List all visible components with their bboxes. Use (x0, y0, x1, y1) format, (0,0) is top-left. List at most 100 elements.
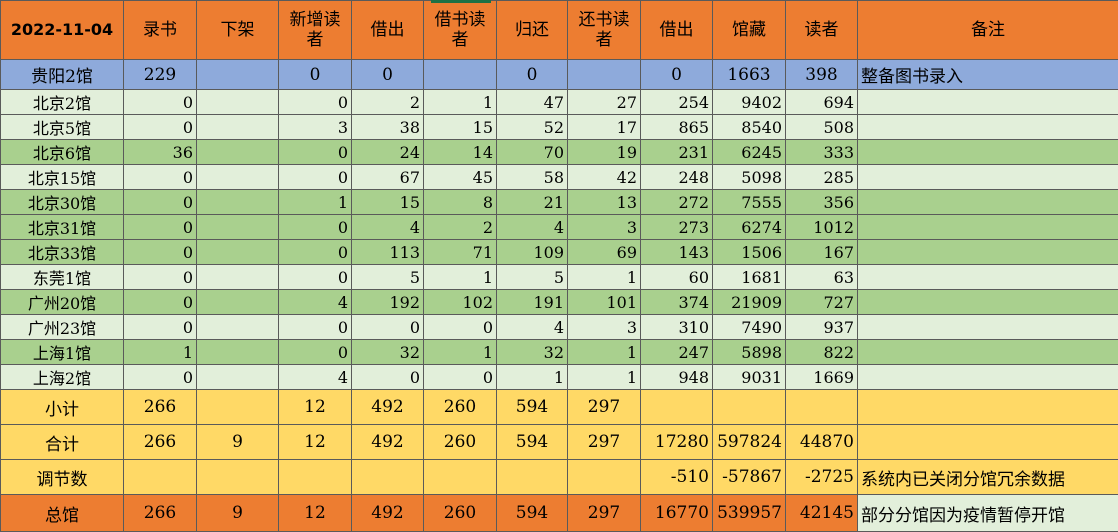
value-cell[interactable]: 44870 (786, 425, 858, 460)
value-cell[interactable]: 539957 (713, 495, 786, 532)
value-cell[interactable]: -510 (641, 460, 713, 495)
value-cell[interactable]: -2725 (786, 460, 858, 495)
value-cell[interactable]: 492 (352, 425, 424, 460)
branch-name-cell[interactable]: 东莞1馆 (1, 265, 124, 290)
value-cell[interactable]: 192 (352, 290, 424, 315)
value-cell[interactable]: 266 (124, 425, 197, 460)
value-cell[interactable]: 69 (568, 240, 641, 265)
value-cell[interactable]: 109 (497, 240, 568, 265)
value-cell[interactable]: 102 (424, 290, 497, 315)
value-cell[interactable]: 1 (568, 340, 641, 365)
value-cell[interactable] (352, 460, 424, 495)
branch-name-cell[interactable]: 广州20馆 (1, 290, 124, 315)
value-cell[interactable] (197, 460, 279, 495)
note-cell[interactable] (858, 165, 1118, 190)
note-cell[interactable] (858, 425, 1118, 460)
value-cell[interactable]: 273 (641, 215, 713, 240)
value-cell[interactable]: 492 (352, 495, 424, 532)
value-cell[interactable]: 310 (641, 315, 713, 340)
value-cell[interactable]: 1 (568, 365, 641, 390)
value-cell[interactable]: 398 (786, 60, 858, 90)
branch-name-cell[interactable]: 上海2馆 (1, 365, 124, 390)
value-cell[interactable]: 1681 (713, 265, 786, 290)
value-cell[interactable]: 32 (497, 340, 568, 365)
value-cell[interactable]: 36 (124, 140, 197, 165)
value-cell[interactable]: 0 (352, 315, 424, 340)
value-cell[interactable]: 0 (279, 165, 352, 190)
value-cell[interactable]: 13 (568, 190, 641, 215)
value-cell[interactable] (124, 460, 197, 495)
value-cell[interactable] (197, 140, 279, 165)
value-cell[interactable]: 32 (352, 340, 424, 365)
header-cell[interactable]: 下架 (197, 1, 279, 60)
value-cell[interactable]: 247 (641, 340, 713, 365)
note-cell[interactable] (858, 115, 1118, 140)
value-cell[interactable]: 45 (424, 165, 497, 190)
value-cell[interactable]: 231 (641, 140, 713, 165)
value-cell[interactable]: 297 (568, 390, 641, 425)
value-cell[interactable]: 113 (352, 240, 424, 265)
header-cell[interactable]: 借书读者 (424, 1, 497, 60)
value-cell[interactable]: 1669 (786, 365, 858, 390)
value-cell[interactable]: 0 (497, 60, 568, 90)
value-cell[interactable]: 508 (786, 115, 858, 140)
branch-name-cell[interactable]: 北京2馆 (1, 90, 124, 115)
value-cell[interactable]: 5 (352, 265, 424, 290)
value-cell[interactable]: 143 (641, 240, 713, 265)
value-cell[interactable]: 0 (124, 115, 197, 140)
header-cell[interactable]: 新增读者 (279, 1, 352, 60)
value-cell[interactable]: 27 (568, 90, 641, 115)
value-cell[interactable]: 865 (641, 115, 713, 140)
value-cell[interactable]: 0 (424, 365, 497, 390)
value-cell[interactable]: 60 (641, 265, 713, 290)
value-cell[interactable]: 0 (279, 315, 352, 340)
value-cell[interactable]: 17 (568, 115, 641, 140)
value-cell[interactable]: 52 (497, 115, 568, 140)
value-cell[interactable]: 58 (497, 165, 568, 190)
value-cell[interactable]: 948 (641, 365, 713, 390)
value-cell[interactable] (424, 460, 497, 495)
date-cell[interactable]: 2022-11-04 (1, 1, 124, 60)
value-cell[interactable]: 15 (352, 190, 424, 215)
value-cell[interactable]: 0 (424, 315, 497, 340)
branch-name-cell[interactable]: 北京31馆 (1, 215, 124, 240)
value-cell[interactable]: 4 (352, 215, 424, 240)
note-cell[interactable] (858, 140, 1118, 165)
value-cell[interactable]: 1 (124, 340, 197, 365)
value-cell[interactable]: 597824 (713, 425, 786, 460)
row-label-cell[interactable]: 小计 (1, 390, 124, 425)
value-cell[interactable]: 47 (497, 90, 568, 115)
value-cell[interactable]: 0 (124, 365, 197, 390)
value-cell[interactable]: 272 (641, 190, 713, 215)
value-cell[interactable] (197, 90, 279, 115)
value-cell[interactable]: 3 (279, 115, 352, 140)
row-label-cell[interactable]: 调节数 (1, 460, 124, 495)
value-cell[interactable]: -57867 (713, 460, 786, 495)
value-cell[interactable]: 356 (786, 190, 858, 215)
value-cell[interactable] (197, 215, 279, 240)
value-cell[interactable]: 1 (497, 365, 568, 390)
value-cell[interactable] (279, 460, 352, 495)
value-cell[interactable]: 9 (197, 425, 279, 460)
value-cell[interactable]: 167 (786, 240, 858, 265)
value-cell[interactable]: 0 (124, 165, 197, 190)
value-cell[interactable]: 7490 (713, 315, 786, 340)
note-cell[interactable] (858, 265, 1118, 290)
value-cell[interactable]: 6274 (713, 215, 786, 240)
header-cell[interactable]: 归还 (497, 1, 568, 60)
value-cell[interactable]: 0 (641, 60, 713, 90)
header-cell[interactable]: 录书 (124, 1, 197, 60)
value-cell[interactable]: 0 (124, 315, 197, 340)
value-cell[interactable]: 63 (786, 265, 858, 290)
value-cell[interactable]: 21909 (713, 290, 786, 315)
value-cell[interactable]: 5898 (713, 340, 786, 365)
value-cell[interactable]: 1012 (786, 215, 858, 240)
value-cell[interactable]: 12 (279, 390, 352, 425)
value-cell[interactable]: 1 (424, 340, 497, 365)
value-cell[interactable]: 8 (424, 190, 497, 215)
note-cell[interactable] (858, 190, 1118, 215)
value-cell[interactable]: 2 (424, 215, 497, 240)
value-cell[interactable]: 0 (124, 290, 197, 315)
value-cell[interactable]: 229 (124, 60, 197, 90)
value-cell[interactable]: 266 (124, 390, 197, 425)
